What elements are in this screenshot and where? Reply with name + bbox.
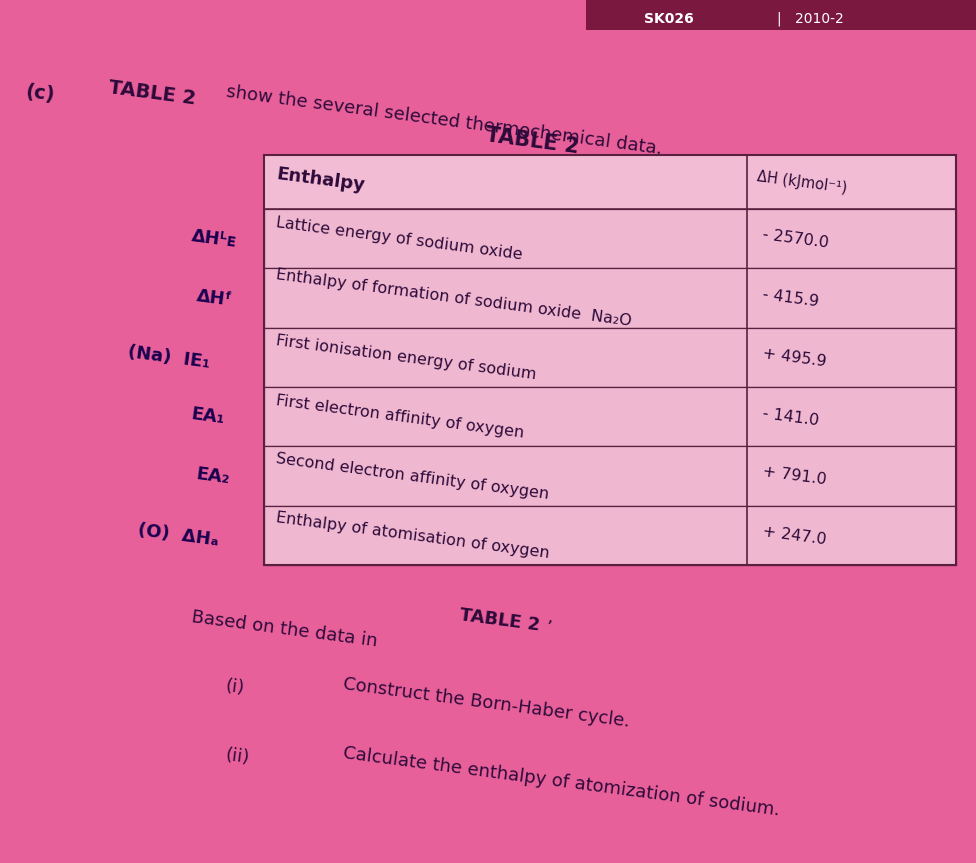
Text: TABLE 2: TABLE 2 (484, 125, 580, 157)
Text: EA₂: EA₂ (195, 465, 231, 488)
Text: (ii): (ii) (224, 746, 251, 767)
Text: First ionisation energy of sodium: First ionisation energy of sodium (275, 333, 538, 382)
Text: First electron affinity of oxygen: First electron affinity of oxygen (275, 393, 525, 440)
Text: Construct the Born-Haber cycle.: Construct the Born-Haber cycle. (342, 675, 630, 730)
Text: Lattice energy of sodium oxide: Lattice energy of sodium oxide (275, 215, 523, 262)
Text: (c): (c) (24, 82, 56, 104)
Text: - 141.0: - 141.0 (761, 406, 820, 428)
Text: Enthalpy: Enthalpy (275, 165, 366, 194)
Text: TABLE 2: TABLE 2 (459, 606, 542, 634)
Text: ΔH (kJmol⁻¹): ΔH (kJmol⁻¹) (756, 169, 848, 195)
Text: (O)  ΔHₐ: (O) ΔHₐ (137, 521, 220, 550)
Text: + 247.0: + 247.0 (761, 524, 827, 547)
Text: 2010-2: 2010-2 (795, 12, 844, 26)
Text: - 415.9: - 415.9 (761, 287, 820, 309)
Text: Based on the data in: Based on the data in (190, 608, 384, 652)
Text: |: | (776, 12, 781, 26)
Text: - 2570.0: - 2570.0 (761, 227, 830, 250)
Text: (Na)  IE₁: (Na) IE₁ (127, 343, 211, 372)
Text: show the several selected thermochemical data.: show the several selected thermochemical… (220, 82, 664, 158)
Text: Enthalpy of formation of sodium oxide  Na₂O: Enthalpy of formation of sodium oxide Na… (275, 268, 632, 329)
Text: + 495.9: + 495.9 (761, 346, 827, 369)
Text: ΔHᴸᴇ: ΔHᴸᴇ (190, 227, 238, 250)
Text: Second electron affinity of oxygen: Second electron affinity of oxygen (275, 450, 550, 501)
Text: + 791.0: + 791.0 (761, 464, 827, 488)
Text: Calculate the enthalpy of atomization of sodium.: Calculate the enthalpy of atomization of… (342, 744, 781, 819)
Text: Enthalpy of atomisation of oxygen: Enthalpy of atomisation of oxygen (275, 510, 550, 561)
Text: (i): (i) (224, 677, 246, 698)
Text: ,: , (547, 608, 554, 627)
Text: TABLE 2: TABLE 2 (107, 78, 197, 108)
Text: EA₁: EA₁ (190, 406, 226, 428)
Text: SK026: SK026 (644, 12, 694, 26)
Text: ΔHᶠ: ΔHᶠ (195, 287, 233, 309)
